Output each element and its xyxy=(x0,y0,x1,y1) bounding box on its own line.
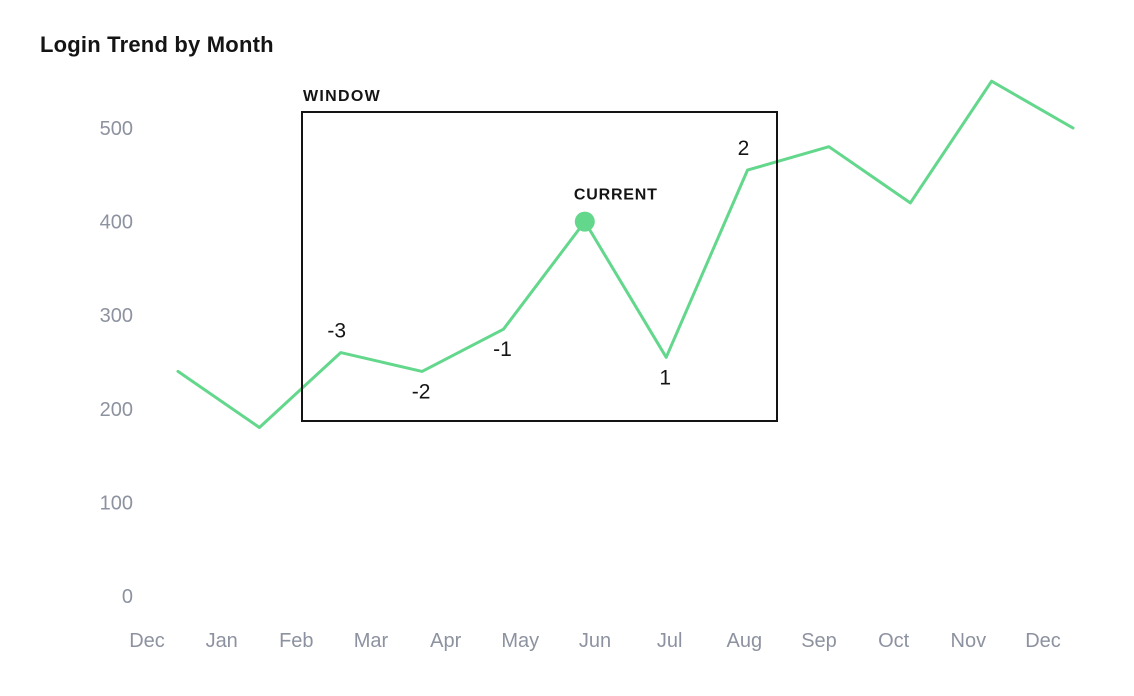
offset-label-1: 1 xyxy=(659,366,671,389)
offset-label-2: 2 xyxy=(738,137,750,160)
current-label: CURRENT xyxy=(574,187,658,204)
x-tick-label-6: Jun xyxy=(579,630,611,652)
offset-label--3: -3 xyxy=(327,320,346,343)
x-tick-label-10: Oct xyxy=(878,630,910,652)
y-tick-label-200: 200 xyxy=(100,399,133,421)
window-label: WINDOW xyxy=(303,88,381,105)
offset-label--2: -2 xyxy=(412,380,431,403)
x-tick-label-2: Feb xyxy=(279,630,313,652)
y-tick-label-400: 400 xyxy=(100,212,133,234)
x-tick-label-1: Jan xyxy=(206,630,238,652)
y-tick-label-300: 300 xyxy=(100,305,133,327)
trend-line xyxy=(176,79,1075,429)
offset-label--1: -1 xyxy=(493,338,512,361)
current-point-dot xyxy=(574,211,595,232)
y-tick-label-0: 0 xyxy=(122,586,133,608)
x-tick-label-5: May xyxy=(501,630,539,652)
x-tick-label-9: Sep xyxy=(801,630,837,652)
x-tick-label-7: Jul xyxy=(657,630,683,652)
x-tick-label-4: Apr xyxy=(430,630,461,652)
x-tick-label-12: Dec xyxy=(1025,630,1061,652)
y-tick-label-500: 500 xyxy=(100,118,133,140)
x-tick-label-11: Nov xyxy=(951,630,987,652)
x-tick-label-8: Aug xyxy=(727,630,763,652)
x-tick-label-3: Mar xyxy=(354,630,389,652)
chart-title: Login Trend by Month xyxy=(40,32,274,57)
window-box xyxy=(301,111,778,422)
y-tick-label-100: 100 xyxy=(100,492,133,514)
x-tick-label-0: Dec xyxy=(129,630,165,652)
